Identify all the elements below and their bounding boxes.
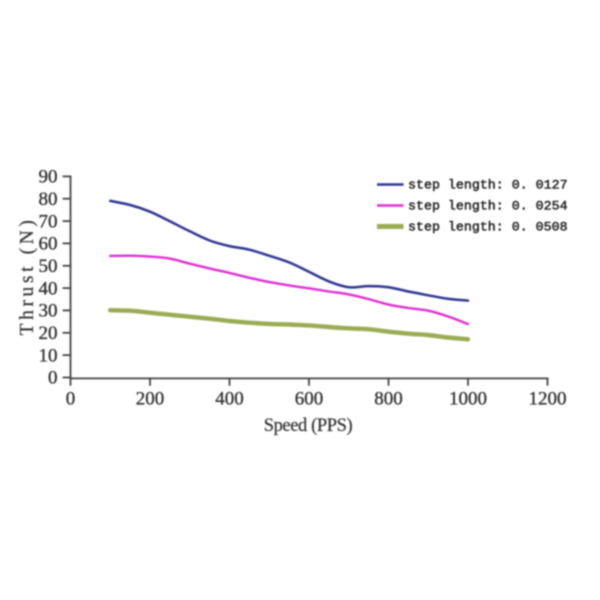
svg-text:400: 400 <box>215 389 244 410</box>
svg-text:60: 60 <box>39 234 58 255</box>
svg-text:50: 50 <box>39 256 58 277</box>
svg-text:step length: 0. 0254: step length: 0. 0254 <box>408 198 568 213</box>
svg-text:800: 800 <box>374 389 403 410</box>
svg-text:0: 0 <box>66 389 76 410</box>
svg-text:10: 10 <box>39 345 58 366</box>
svg-text:1200: 1200 <box>529 389 567 410</box>
svg-text:80: 80 <box>39 189 58 210</box>
svg-text:step length: 0. 0127: step length: 0. 0127 <box>408 177 568 192</box>
svg-text:200: 200 <box>136 389 165 410</box>
svg-text:step length: 0. 0508: step length: 0. 0508 <box>408 219 568 234</box>
svg-text:70: 70 <box>39 211 58 232</box>
svg-text:Thrust (N): Thrust (N) <box>17 217 38 336</box>
svg-text:0: 0 <box>48 368 58 389</box>
svg-text:20: 20 <box>39 323 58 344</box>
svg-text:Speed (PPS): Speed (PPS) <box>264 416 353 436</box>
svg-text:90: 90 <box>39 167 58 188</box>
svg-text:30: 30 <box>39 301 58 322</box>
svg-text:40: 40 <box>39 278 58 299</box>
svg-text:1000: 1000 <box>449 389 487 410</box>
svg-text:600: 600 <box>295 389 324 410</box>
